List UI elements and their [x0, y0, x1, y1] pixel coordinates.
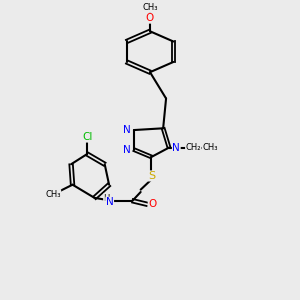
Text: N: N [123, 125, 130, 135]
Text: O: O [146, 13, 154, 23]
Text: N: N [172, 142, 180, 153]
Text: Cl: Cl [82, 132, 92, 142]
Text: CH₃: CH₃ [45, 190, 61, 199]
Text: H: H [103, 194, 110, 203]
Text: N: N [123, 145, 130, 154]
Text: CH₃: CH₃ [202, 143, 218, 152]
Text: S: S [148, 171, 155, 181]
Text: N: N [106, 197, 113, 207]
Text: O: O [148, 199, 157, 209]
Text: CH₂: CH₂ [185, 143, 201, 152]
Text: CH₃: CH₃ [142, 3, 158, 12]
